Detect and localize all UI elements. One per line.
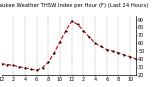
Text: Milwaukee Weather THSW Index per Hour (F) (Last 24 Hours): Milwaukee Weather THSW Index per Hour (F… (0, 3, 148, 8)
